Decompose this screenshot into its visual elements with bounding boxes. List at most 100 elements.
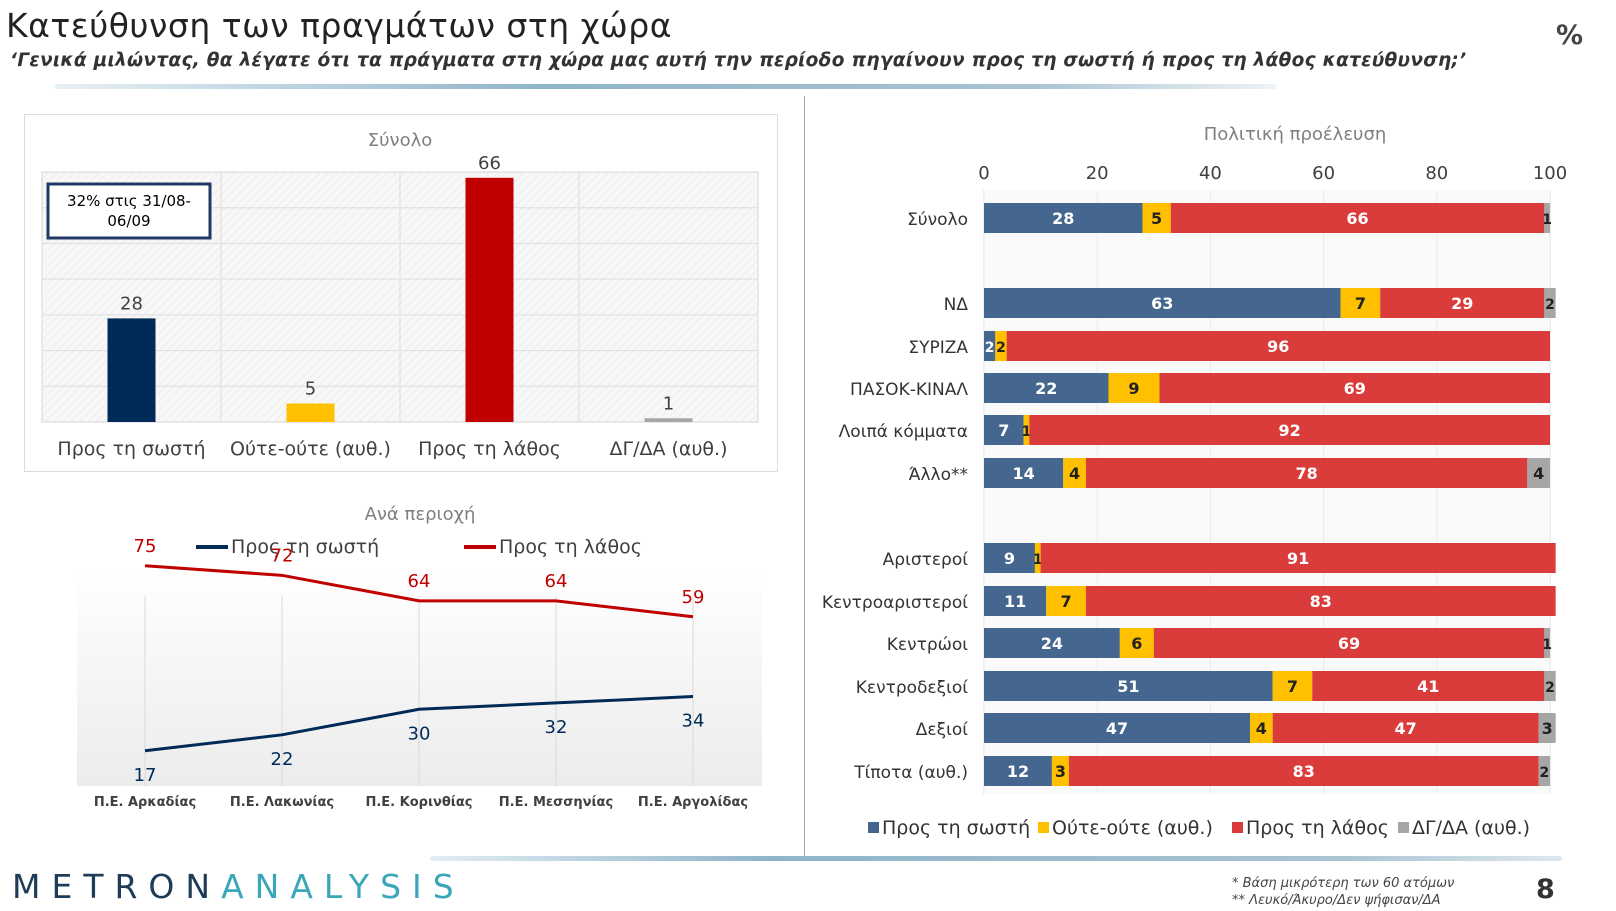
chart-title: Πολιτική προέλευση [1204,124,1387,145]
bar-segment [984,586,1047,616]
bar-segment [1272,713,1539,743]
x-tick-label: 0 [978,163,989,184]
bar-segment [984,713,1251,743]
segment-value-label: 9 [1004,549,1015,568]
chart-title: Ανά περιοχή [365,504,476,525]
segment-value-label: 2 [1539,765,1549,781]
segment-value-label: 1 [1022,424,1032,440]
segment-value-label: 11 [1004,592,1026,611]
row-label: Δεξιοί [916,720,968,740]
row-label: Κεντροδεξιοί [856,678,968,698]
bar-segment [1029,415,1550,445]
bar-segment [984,331,996,361]
legend-label: Προς τη λάθος [1246,817,1389,839]
category-label: Π.Ε. Μεσσηνίας [499,795,613,810]
category-label: Π.Ε. Λακωνίας [230,795,334,810]
bar-segment [1063,458,1086,488]
segment-value-label: 47 [1106,719,1128,738]
segment-value-label: 4 [1256,719,1267,738]
row-label: Αριστεροί [883,550,969,570]
legend-label: Προς τη σωστή [882,817,1030,839]
bar-segment [984,373,1109,403]
plot-area [984,190,1550,794]
footnote-blank: ** Λευκό/Άκυρο/Δεν ψήφισαν/ΔΑ [1232,893,1441,908]
segment-value-label: 29 [1451,294,1473,313]
category-label: Π.Ε. Αργολίδας [638,795,748,810]
segment-value-label: 28 [1052,209,1074,228]
bar [644,418,693,422]
point-value-label: 64 [545,571,568,592]
point-value-label: 75 [134,536,157,557]
metron-analysis-logo: METRONANALYSIS [12,867,465,906]
bar-segment [1538,756,1550,786]
bar-segment [984,203,1143,233]
point-value-label: 34 [682,711,705,732]
segment-value-label: 24 [1041,634,1063,653]
category-label: Ούτε-ούτε (αυθ.) [230,438,391,460]
bar-segment [1340,288,1381,318]
bar-segment [984,458,1064,488]
bar-segment [984,288,1341,318]
bar-segment [1380,288,1545,318]
bar-segment [995,331,1007,361]
annotation-text: 32% στις 31/08- 06/09 [67,192,191,230]
bar-segment [1538,713,1556,743]
segment-value-label: 22 [1035,379,1057,398]
segment-value-label: 4 [1069,464,1080,483]
legend-label: ΔΓ/ΔΑ (αυθ.) [1412,817,1530,839]
x-tick-label: 80 [1425,163,1448,184]
segment-value-label: 14 [1012,464,1034,483]
bar-segment [1085,586,1556,616]
row-label: ΣΥΡΙΖΑ [908,338,968,358]
segment-value-label: 83 [1293,762,1315,781]
category-label: Προς τη λάθος [418,438,561,460]
segment-value-label: 12 [1007,762,1029,781]
legend-label: Προς τη λάθος [499,536,642,558]
x-tick-label: 60 [1312,163,1335,184]
bar-segment [1023,415,1030,445]
series-line [144,695,694,753]
legend-swatch [868,822,879,833]
row-label: Κεντρώοι [887,635,968,655]
annotation-box [46,182,212,240]
bar-segment [1142,203,1171,233]
row-label: Κεντροαριστεροί [822,593,968,613]
x-tick-label: 20 [1086,163,1109,184]
point-value-label: 17 [134,765,157,786]
percent-sign: % [1556,20,1584,51]
point-value-label: 22 [271,749,294,770]
legend-swatch [1232,822,1243,833]
segment-value-label: 2 [1545,680,1555,696]
x-tick-label: 40 [1199,163,1222,184]
page-number: 8 [1536,874,1555,905]
bar-value-label: 28 [120,293,143,314]
segment-value-label: 7 [998,421,1009,440]
segment-value-label: 51 [1117,677,1139,696]
bar-segment [1272,671,1313,701]
bar [286,403,335,422]
row-label: ΠΑΣΟΚ-ΚΙΝΑΛ [850,380,968,400]
series-line [144,564,694,619]
footer-line [430,856,1562,861]
bar-segment [1159,373,1550,403]
bar [465,177,514,422]
bar-segment [1544,671,1556,701]
row-label: Άλλο** [909,465,968,485]
category-label: Προς τη σωστή [57,438,205,460]
x-tick-label: 100 [1533,163,1567,184]
segment-value-label: 5 [1151,209,1162,228]
category-label: Π.Ε. Αρκαδίας [94,795,196,810]
segment-value-label: 4 [1533,464,1544,483]
logo-text-metron: METRON [12,867,222,906]
point-value-label: 64 [408,571,431,592]
logo-text-analysis: ANALYSIS [221,867,465,906]
bar-segment [1312,671,1545,701]
category-label: ΔΓ/ΔΑ (αυθ.) [609,438,727,460]
category-label: Π.Ε. Κορινθίας [365,795,472,810]
segment-value-label: 1 [1542,637,1552,653]
footnote-base: * Βάση μικρότερη των 60 ατόμων [1232,876,1455,891]
segment-value-label: 7 [1355,294,1366,313]
bar-segment [1040,543,1556,573]
row-label: Τίποτα (αυθ.) [853,763,968,783]
